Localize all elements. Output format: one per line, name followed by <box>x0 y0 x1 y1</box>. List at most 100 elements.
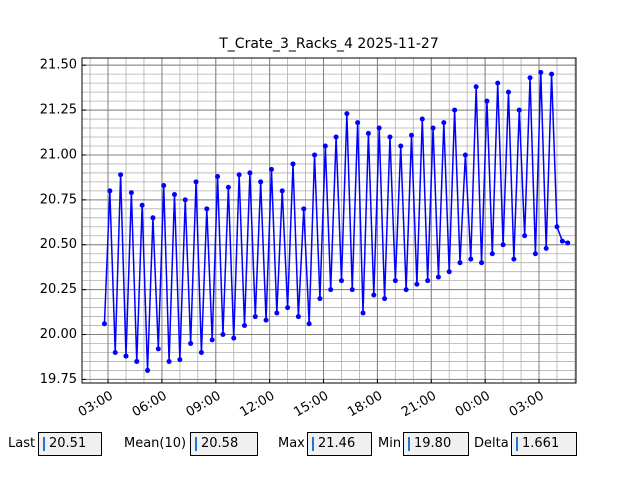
stat-textbox[interactable]: 1.661 <box>511 432 577 456</box>
marker <box>128 190 134 196</box>
marker <box>312 152 318 158</box>
x-tick-label: 15:00 <box>291 389 331 421</box>
stat-value: 21.46 <box>318 436 356 451</box>
marker <box>220 332 226 338</box>
marker <box>306 321 312 327</box>
text-cursor <box>43 437 45 451</box>
marker <box>532 251 538 257</box>
stat-value: 20.58 <box>201 436 239 451</box>
marker <box>462 152 468 158</box>
marker <box>182 197 188 203</box>
marker <box>118 172 124 178</box>
marker <box>328 287 334 293</box>
marker <box>139 202 145 208</box>
marker <box>382 296 388 302</box>
x-tick-label: 12:00 <box>237 389 277 421</box>
marker <box>355 120 361 126</box>
marker <box>107 188 113 194</box>
text-cursor <box>408 437 410 451</box>
marker <box>495 80 501 86</box>
marker <box>543 245 549 251</box>
marker <box>242 323 248 329</box>
stat-label: Delta <box>474 436 509 451</box>
stat-label: Min <box>378 436 402 451</box>
marker <box>166 358 172 364</box>
stat-textbox[interactable]: 21.46 <box>307 432 372 456</box>
x-tick-label: 06:00 <box>130 389 170 421</box>
text-cursor <box>195 437 197 451</box>
marker <box>500 242 506 248</box>
chart-title: T_Crate_3_Racks_4 2025-11-27 <box>218 36 439 52</box>
x-tick-label: 03:00 <box>507 389 547 421</box>
marker <box>209 337 215 343</box>
marker <box>204 206 210 212</box>
y-tick-label: 21.50 <box>40 58 77 73</box>
marker <box>236 172 242 178</box>
marker <box>435 274 441 280</box>
x-tick-label: 09:00 <box>184 389 224 421</box>
marker <box>317 296 323 302</box>
marker <box>430 125 436 131</box>
stat-textbox[interactable]: 20.51 <box>38 432 102 456</box>
marker <box>484 98 490 104</box>
marker <box>225 184 231 190</box>
marker <box>301 206 307 212</box>
marker <box>360 310 366 316</box>
text-cursor <box>312 437 314 451</box>
chart: T_Crate_3_Racks_4 2025-11-27 19.75 20.00 2… <box>40 36 577 421</box>
marker <box>511 256 517 262</box>
marker <box>252 314 258 320</box>
marker <box>441 120 447 126</box>
marker <box>505 89 511 95</box>
marker <box>538 69 544 75</box>
plot-frame <box>81 57 577 384</box>
marker <box>198 349 204 355</box>
marker <box>134 358 140 364</box>
marker <box>322 143 328 149</box>
y-tick-label: 20.75 <box>40 192 77 207</box>
marker <box>101 321 107 327</box>
marker <box>554 224 560 230</box>
marker <box>290 161 296 167</box>
x-tick-label: 03:00 <box>76 389 116 421</box>
marker <box>279 188 285 194</box>
marker <box>365 130 371 136</box>
stat-value: 20.51 <box>49 436 87 451</box>
marker <box>371 292 377 298</box>
marker <box>527 75 533 81</box>
marker <box>452 107 458 113</box>
marker <box>468 256 474 262</box>
marker <box>409 132 415 138</box>
marker <box>522 233 528 239</box>
marker <box>559 238 565 244</box>
marker <box>392 278 398 284</box>
y-tick-label: 21.00 <box>40 147 77 162</box>
stat-textbox[interactable]: 19.80 <box>403 432 469 456</box>
marker <box>123 353 129 359</box>
marker <box>457 260 463 266</box>
marker <box>268 166 274 172</box>
y-tick-label: 20.25 <box>40 282 77 297</box>
marker <box>247 170 253 176</box>
marker <box>473 84 479 90</box>
x-tick-label: 18:00 <box>345 389 385 421</box>
marker <box>193 179 199 185</box>
x-tick-label: 21:00 <box>399 389 439 421</box>
x-tick-label: 00:00 <box>453 389 493 421</box>
marker <box>549 71 555 77</box>
marker <box>155 346 161 352</box>
marker <box>425 278 431 284</box>
marker <box>177 357 183 363</box>
stat-value: 19.80 <box>414 436 452 451</box>
marker <box>479 260 485 266</box>
marker <box>387 134 393 140</box>
stat-label: Mean(10) <box>124 436 187 451</box>
marker <box>446 269 452 275</box>
y-tick-label: 20.00 <box>40 327 77 342</box>
stat-textbox[interactable]: 20.58 <box>190 432 258 456</box>
marker <box>161 182 167 188</box>
marker <box>338 278 344 284</box>
marker <box>145 367 151 373</box>
marker <box>274 310 280 316</box>
